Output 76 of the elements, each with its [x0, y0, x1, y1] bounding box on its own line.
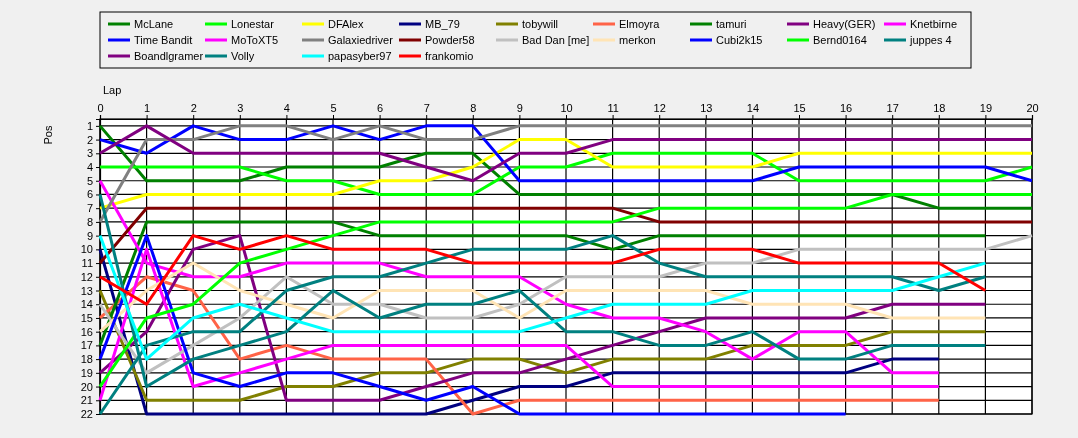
line-series: [98, 138, 1034, 210]
x-tick-label: 15: [793, 102, 806, 114]
legend-label: tobywill: [522, 18, 559, 30]
y-axis-title: Pos: [42, 125, 54, 145]
legend-label: MB_79: [425, 18, 460, 30]
y-tick-label: 16: [80, 325, 93, 338]
legend-label: DFAlex: [328, 18, 364, 30]
y-tick-label: 15: [80, 311, 93, 324]
x-tick-label: 9: [516, 102, 523, 114]
x-tick-label: 19: [979, 102, 993, 114]
legend-label: Cubi2k15: [716, 34, 763, 46]
y-tick-label: 18: [80, 353, 93, 366]
line-series: [98, 151, 1034, 196]
y-tick-label: 2: [86, 133, 93, 146]
x-tick-label: 1: [144, 102, 151, 114]
legend-label: Time Bandit: [134, 34, 193, 46]
y-tick-label: 14: [80, 298, 93, 311]
legend-label: juppes 4: [909, 34, 952, 46]
legend-label: frankomio: [425, 50, 474, 62]
x-tick-label: 6: [377, 102, 384, 114]
x-tick-label: 0: [97, 102, 104, 114]
line-series: [98, 275, 941, 416]
x-tick-label: 4: [283, 102, 290, 114]
line-series: [98, 220, 987, 347]
legend-label: Bernd0164: [813, 34, 867, 46]
legend-label: Knetbirne: [910, 18, 958, 30]
line-series: [98, 289, 987, 402]
y-tick-label: 6: [86, 188, 93, 201]
legend-label: merkon: [619, 34, 656, 46]
legend-label: Boandlgramer: [134, 50, 204, 62]
x-tick-label: 8: [470, 102, 477, 114]
x-tick-label: 14: [746, 102, 760, 114]
line-series: [98, 234, 848, 416]
line-series: [98, 261, 987, 334]
x-tick-label: 3: [237, 102, 244, 114]
y-tick-label: 21: [80, 394, 93, 407]
y-tick-label: 17: [80, 339, 93, 352]
legend-label: Volly: [231, 50, 255, 62]
y-tick-label: 9: [86, 229, 93, 242]
y-tick-label: 22: [80, 408, 93, 421]
x-tick-label: 7: [423, 102, 430, 114]
y-tick-label: 4: [86, 161, 93, 174]
y-tick-label: 3: [86, 147, 93, 160]
legend-label: papasyber97: [328, 50, 392, 62]
y-tick-label: 13: [80, 284, 93, 297]
y-tick-label: 20: [80, 380, 93, 393]
legend-label: Heavy(GER): [813, 18, 876, 30]
legend-label: MoToXT5: [231, 34, 279, 46]
y-tick-label: 1: [86, 119, 93, 132]
x-axis-title: Lap: [103, 84, 122, 96]
x-tick-label: 10: [560, 102, 573, 114]
y-tick-label: 19: [80, 366, 93, 379]
y-tick-label: 12: [80, 270, 93, 283]
y-tick-label: 7: [86, 202, 93, 215]
legend-label: Bad Dan [me]: [522, 34, 590, 46]
legend-label: Powder58: [425, 34, 475, 46]
x-tick-label: 18: [933, 102, 946, 114]
y-tick-label: 10: [80, 243, 93, 256]
x-tick-label: 16: [839, 102, 853, 114]
x-tick-label: 11: [607, 102, 619, 114]
y-tick-label: 11: [81, 257, 93, 270]
x-tick-label: 17: [886, 102, 899, 114]
x-tick-label: 20: [1026, 102, 1039, 114]
legend-label: Galaxiedriver: [328, 34, 394, 46]
y-tick-label: 5: [86, 174, 93, 187]
legend-label: Elmoyra: [619, 18, 661, 30]
x-tick-label: 12: [653, 102, 666, 114]
line-series: [98, 124, 1034, 183]
x-tick-label: 13: [700, 102, 713, 114]
x-tick-label: 2: [190, 102, 197, 114]
y-tick-label: 8: [86, 215, 93, 228]
line-series: [98, 234, 987, 306]
legend-label: tamuri: [716, 18, 747, 30]
legend-label: McLane: [134, 18, 174, 30]
x-tick-label: 5: [330, 102, 337, 114]
legend-label: Lonestar: [231, 18, 275, 30]
